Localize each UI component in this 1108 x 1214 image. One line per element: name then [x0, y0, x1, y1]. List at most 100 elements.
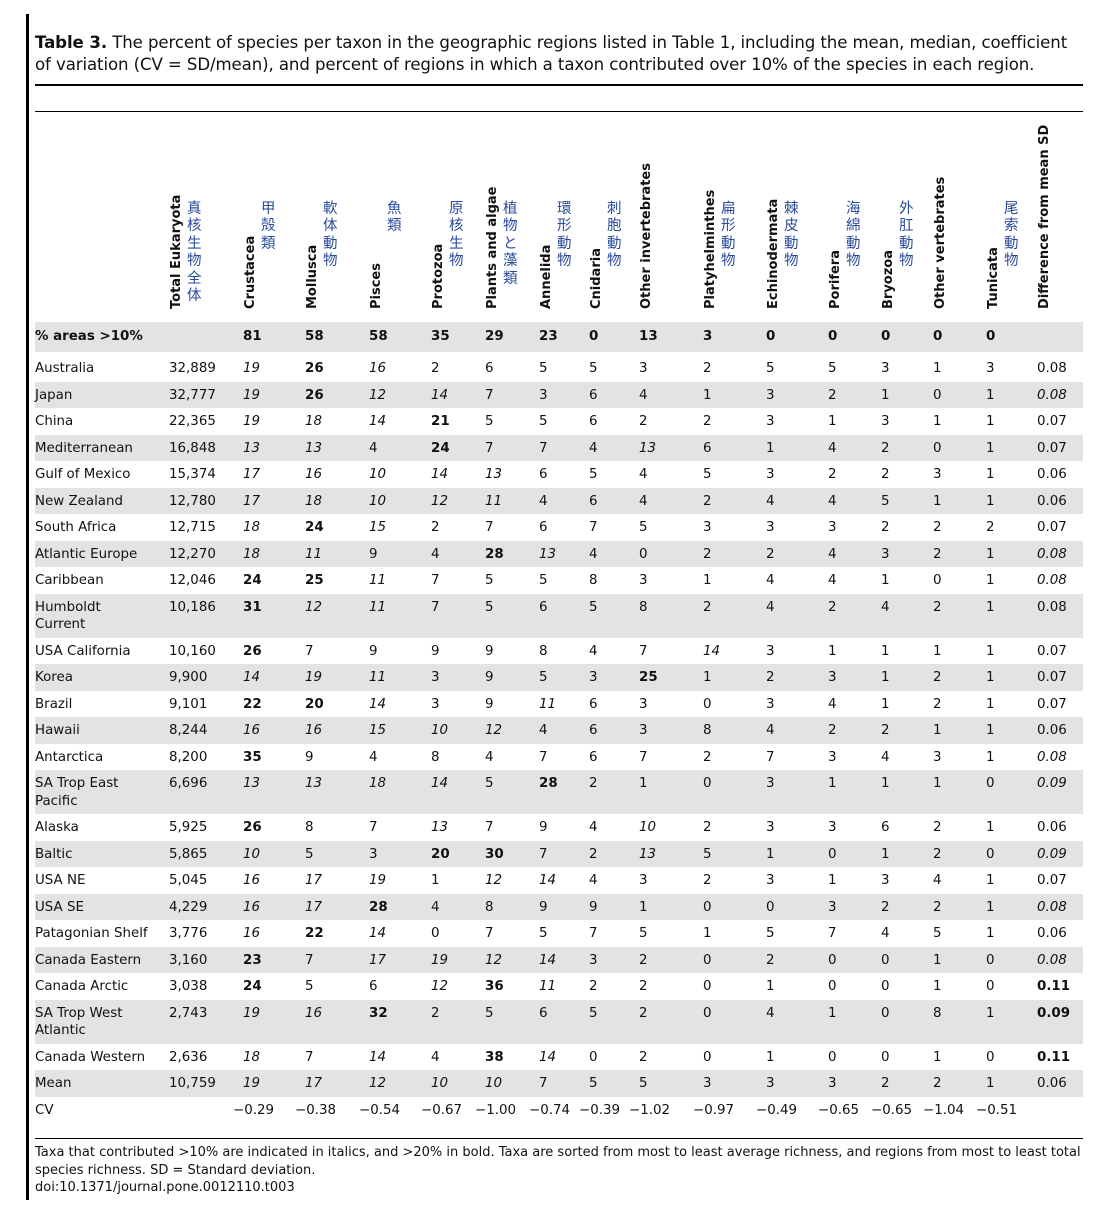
kanji-char: 物	[721, 253, 736, 270]
kanji-char: 物	[187, 253, 202, 270]
table-cell: 2	[589, 776, 598, 791]
table-cell: −0.97	[693, 1102, 735, 1118]
table-cell: 14	[539, 873, 557, 888]
table-cell: 9	[485, 643, 494, 659]
table-cell: 1	[703, 387, 712, 403]
table-cell: 2	[881, 440, 890, 456]
table-row-region: Baltic	[35, 846, 73, 862]
table-cell: 0	[881, 979, 890, 994]
table-cell: −1.02	[629, 1102, 671, 1118]
footnote-doi: doi:10.1371/journal.pone.0012110.t003	[35, 1180, 295, 1195]
table-caption: Table 3. The percent of species per taxo…	[35, 32, 1083, 76]
table-cell: 2	[828, 599, 837, 615]
table-cell: 19	[243, 1005, 261, 1021]
table-cell: 13	[243, 440, 261, 456]
table-row-region: SA Trop East Pacific	[35, 776, 119, 809]
table-cell: 7	[305, 643, 314, 659]
table-cell: 4	[828, 493, 837, 509]
column-header-14: Tunicata	[986, 247, 1001, 309]
table-cell: 18	[305, 414, 323, 429]
table-cell: 5	[485, 1005, 494, 1021]
table-cell: 13	[639, 846, 657, 862]
table-cell: −1.04	[923, 1102, 965, 1118]
table-cell: 4	[369, 749, 378, 765]
table-cell: 3	[589, 952, 598, 968]
table-cell: 9	[485, 696, 494, 712]
table-cell: 4	[639, 493, 648, 509]
table-cell: 2	[933, 899, 942, 915]
table-cell: 20	[431, 846, 450, 862]
pct-row-label: % areas >10%	[35, 329, 143, 344]
table-cell: 19	[243, 387, 261, 403]
table-cell: 5	[485, 573, 494, 588]
table-cell: 3,038	[169, 979, 208, 994]
table-cell: 3	[639, 361, 648, 376]
table-cell: 17	[243, 467, 261, 482]
table-cell: 1	[986, 899, 995, 915]
table-cell: 11	[539, 696, 557, 712]
table-cell: 16	[305, 467, 323, 482]
kanji-char: 外	[899, 201, 914, 217]
table-cell: 5	[639, 520, 648, 535]
table-cell: 2	[933, 846, 942, 862]
table-cell: 12,046	[169, 573, 216, 588]
row-band	[35, 664, 1083, 691]
table-cell: 12	[485, 873, 503, 888]
table-cell: 5	[639, 926, 648, 941]
table-cell: 10	[431, 1076, 449, 1091]
table-cell: 0	[986, 1049, 995, 1065]
table-cell: 0	[766, 899, 775, 915]
table-cell: 10,186	[169, 599, 216, 615]
table-cell: 5	[485, 776, 494, 791]
kanji-char: と	[503, 235, 518, 252]
table-cell: 16	[243, 899, 261, 915]
kanji-char: 動	[1004, 235, 1019, 252]
table-row-region: Australia	[35, 361, 95, 376]
table-cell: 0	[703, 1005, 712, 1021]
table-cell: 6	[539, 599, 548, 615]
table-cell: 32	[369, 1005, 388, 1021]
table-cell: 3	[881, 414, 890, 429]
table-row-region: Humboldt Current	[35, 599, 101, 633]
caption-label: Table 3.	[35, 33, 108, 52]
table-cell: −0.54	[359, 1102, 401, 1118]
table-cell: 2	[766, 952, 775, 968]
table-cell: 1	[881, 643, 890, 659]
table-cell: 7	[539, 749, 548, 765]
table-cell: 1	[986, 749, 995, 765]
table-cell: 22	[305, 926, 324, 941]
table-cell: 4	[881, 926, 890, 941]
table-cell: 1	[766, 979, 775, 994]
table-cell: 1	[933, 979, 942, 994]
table-row-region: Brazil	[35, 696, 73, 712]
table-cell: 5	[539, 361, 548, 376]
table-cell: 2	[986, 520, 995, 535]
column-header-6: Annelida	[539, 244, 554, 309]
kanji-char: 刺	[607, 201, 622, 217]
table-cell: 8,244	[169, 723, 208, 738]
kanji-char: 動	[721, 235, 736, 252]
table-cell: 4	[589, 643, 598, 659]
table-row-region: Mean	[35, 1076, 72, 1091]
table-cell: −0.65	[818, 1102, 860, 1118]
column-header-15: Difference from mean SD	[1037, 124, 1052, 309]
column-kanji-7: 刺胞動物	[607, 201, 622, 271]
table-top-rule	[35, 111, 1083, 112]
table-cell: 2	[639, 1049, 648, 1065]
table-cell: 18	[243, 520, 261, 535]
table-cell: 0.08	[1037, 749, 1067, 765]
table-cell: 7	[305, 952, 314, 968]
table-cell: −0.39	[579, 1102, 621, 1118]
table-cell: 5	[703, 846, 712, 862]
table-cell: 16	[369, 361, 387, 376]
table-cell: 4	[539, 723, 548, 738]
table-row-region: Japan	[35, 387, 73, 403]
table-cell: 26	[243, 820, 262, 835]
table-cell: 0.07	[1037, 696, 1067, 712]
table-cell: 5,865	[169, 846, 208, 862]
table-cell: 2	[431, 1005, 440, 1021]
table-cell: 0.07	[1037, 440, 1067, 456]
column-header-4: Protozoa	[431, 243, 446, 309]
table-cell: 0	[933, 387, 942, 403]
table-cell: 5,045	[169, 873, 208, 888]
